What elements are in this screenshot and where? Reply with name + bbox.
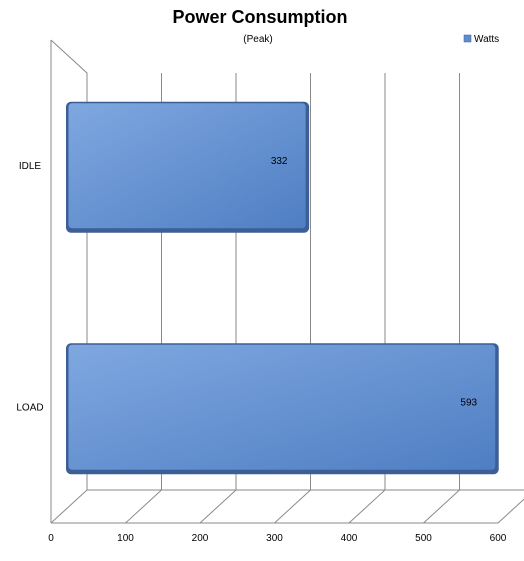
x-tick-label: 100 <box>117 533 134 544</box>
chart-title: Power Consumption <box>173 7 348 27</box>
x-tick-label: 300 <box>266 533 283 544</box>
bars <box>66 101 499 475</box>
bar-load <box>67 343 497 471</box>
bar-idle <box>67 102 307 230</box>
x-tick-label: 400 <box>341 533 358 544</box>
x-tick-label: 200 <box>192 533 209 544</box>
y-tick-label: LOAD <box>16 402 43 413</box>
floor-gridline <box>125 489 162 524</box>
legend: Watts <box>463 34 499 45</box>
data-label: 593 <box>460 397 477 408</box>
data-label: 332 <box>271 156 288 167</box>
y-tick-label: IDLE <box>19 161 42 172</box>
floor-gridline <box>348 489 386 524</box>
legend-swatch <box>463 34 472 43</box>
x-tick-label: 600 <box>490 533 507 544</box>
floor-gridline <box>274 489 311 524</box>
floor-gridline <box>50 489 88 524</box>
x-tick-label: 500 <box>415 533 432 544</box>
legend-label: Watts <box>474 34 499 45</box>
floor-gridline <box>497 498 524 524</box>
x-tick-label: 0 <box>48 533 54 544</box>
labels: 0 100 200 300 400 500 600 332 IDLE 593 LOAD <box>16 156 506 544</box>
chart-subtitle: (Peak) <box>243 34 272 45</box>
floor-gridline <box>199 489 237 524</box>
floor-gridline <box>423 489 460 524</box>
